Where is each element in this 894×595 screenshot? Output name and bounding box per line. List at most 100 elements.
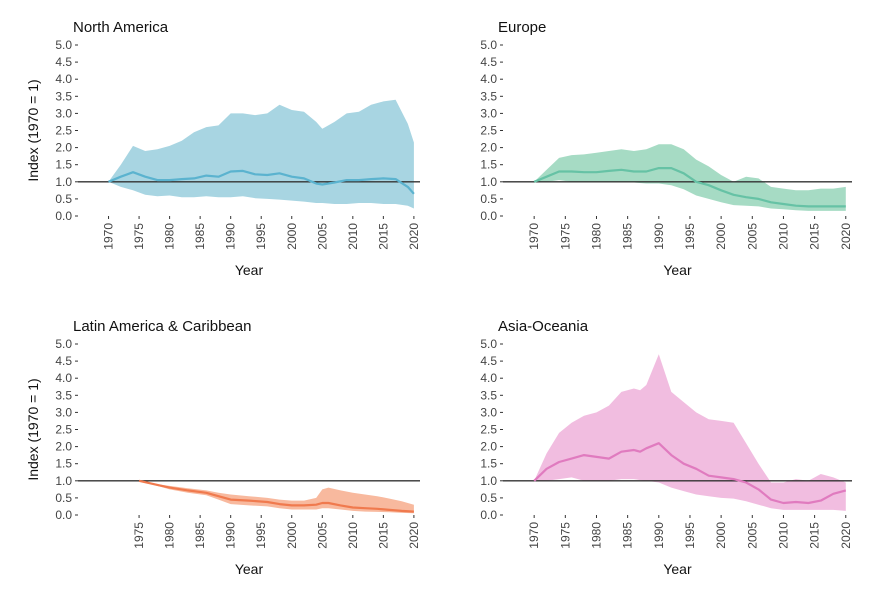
y-tick-label: 4.5 bbox=[55, 55, 72, 69]
y-tick-label: 2.5 bbox=[55, 423, 72, 437]
y-tick-label: 1.0 bbox=[55, 175, 72, 189]
confidence-band bbox=[534, 354, 846, 511]
y-tick-label: 3.0 bbox=[480, 106, 497, 120]
x-tick-label: 1995 bbox=[254, 223, 268, 250]
x-tick-label: 1975 bbox=[558, 522, 572, 549]
y-tick-label: 0.5 bbox=[480, 192, 497, 206]
x-tick-label: 1990 bbox=[224, 522, 238, 549]
x-tick-label: 1970 bbox=[527, 223, 541, 250]
y-tick-label: 0.0 bbox=[55, 209, 72, 223]
y-tick-label: 2.5 bbox=[480, 124, 497, 138]
x-tick-label: 2010 bbox=[776, 522, 790, 549]
y-tick-label: 2.0 bbox=[55, 440, 72, 454]
y-tick-label: 3.0 bbox=[55, 405, 72, 419]
panel-title: North America bbox=[73, 19, 169, 36]
y-tick-label: 1.0 bbox=[55, 474, 72, 488]
x-tick-label: 1980 bbox=[163, 223, 177, 250]
x-tick-label: 1975 bbox=[558, 223, 572, 250]
y-tick-label: 0.0 bbox=[480, 508, 497, 522]
x-tick-label: 2000 bbox=[285, 522, 299, 549]
x-tick-label: 2015 bbox=[376, 223, 390, 250]
index-line bbox=[108, 169, 415, 195]
x-tick-label: 1970 bbox=[102, 223, 116, 250]
y-tick-label: 3.0 bbox=[480, 405, 497, 419]
y-tick-label: 1.5 bbox=[55, 457, 72, 471]
x-tick-label: 1975 bbox=[132, 522, 146, 549]
x-tick-label: 2020 bbox=[407, 522, 421, 549]
panel-title: Asia-Oceania bbox=[498, 318, 589, 335]
y-tick-label: 1.0 bbox=[480, 474, 497, 488]
y-tick-label: 2.0 bbox=[480, 141, 497, 155]
x-axis-label: Year bbox=[235, 561, 264, 577]
x-axis-label: Year bbox=[663, 561, 692, 577]
y-tick-label: 4.5 bbox=[480, 55, 497, 69]
panel-2: Europe 0.0 0.5 1.0 1.5 2.0 2.5 3.0 3.5 4.0 4.5 5.0 1… bbox=[480, 19, 852, 278]
x-tick-label: 2010 bbox=[346, 223, 360, 250]
x-tick-label: 1985 bbox=[193, 223, 207, 250]
y-tick-label: 0.5 bbox=[55, 192, 72, 206]
y-tick-label: 3.0 bbox=[55, 106, 72, 120]
x-tick-label: 2005 bbox=[315, 223, 329, 250]
x-tick-label: 1980 bbox=[589, 223, 603, 250]
y-tick-label: 5.0 bbox=[55, 337, 72, 351]
confidence-band bbox=[108, 99, 414, 209]
y-tick-label: 3.5 bbox=[480, 388, 497, 402]
x-tick-label: 2000 bbox=[714, 522, 728, 549]
x-axis-label: Year bbox=[235, 262, 264, 278]
panel-title: Latin America & Caribbean bbox=[73, 318, 251, 335]
y-tick-label: 4.0 bbox=[480, 72, 497, 86]
x-tick-label: 2005 bbox=[745, 223, 759, 250]
x-tick-label: 1990 bbox=[652, 522, 666, 549]
x-tick-label: 1980 bbox=[163, 522, 177, 549]
y-tick-label: 4.0 bbox=[55, 72, 72, 86]
y-tick-label: 5.0 bbox=[480, 38, 497, 52]
index-line bbox=[533, 442, 847, 505]
x-axis-label: Year bbox=[663, 262, 692, 278]
panel-3: Latin America & Caribbean 0.0 0.5 1.0 1.5 2.0… bbox=[25, 318, 421, 577]
panel-1: North America 0.0 0.5 1.0 1.5 2.0 2.5 3.0 3.5 4.0… bbox=[25, 19, 421, 278]
x-tick-label: 2015 bbox=[808, 522, 822, 549]
y-axis-label: Index (1970 = 1) bbox=[25, 378, 41, 480]
y-tick-label: 1.5 bbox=[480, 158, 497, 172]
x-tick-label: 1980 bbox=[589, 522, 603, 549]
panel-title: Europe bbox=[498, 19, 546, 36]
x-tick-label: 2005 bbox=[315, 522, 329, 549]
y-tick-label: 1.5 bbox=[480, 457, 497, 471]
y-tick-label: 2.0 bbox=[480, 440, 497, 454]
x-tick-label: 1985 bbox=[621, 522, 635, 549]
x-tick-label: 2020 bbox=[839, 223, 853, 250]
x-tick-label: 1985 bbox=[621, 223, 635, 250]
y-tick-label: 3.5 bbox=[480, 89, 497, 103]
x-tick-label: 1990 bbox=[652, 223, 666, 250]
y-tick-label: 0.0 bbox=[480, 209, 497, 223]
y-tick-label: 3.5 bbox=[55, 89, 72, 103]
y-tick-label: 4.0 bbox=[480, 371, 497, 385]
x-tick-label: 2015 bbox=[376, 522, 390, 549]
x-tick-label: 2020 bbox=[407, 223, 421, 250]
x-tick-label: 2005 bbox=[745, 522, 759, 549]
index-line bbox=[138, 479, 414, 513]
y-tick-label: 2.5 bbox=[480, 423, 497, 437]
y-tick-label: 4.5 bbox=[55, 354, 72, 368]
y-tick-label: 3.5 bbox=[55, 388, 72, 402]
x-tick-label: 2015 bbox=[808, 223, 822, 250]
x-tick-label: 1995 bbox=[683, 522, 697, 549]
y-tick-label: 0.5 bbox=[55, 491, 72, 505]
y-tick-label: 1.5 bbox=[55, 158, 72, 172]
y-tick-label: 5.0 bbox=[480, 337, 497, 351]
y-tick-label: 5.0 bbox=[55, 38, 72, 52]
y-tick-label: 1.0 bbox=[480, 175, 497, 189]
y-axis-label: Index (1970 = 1) bbox=[25, 79, 41, 181]
y-tick-label: 4.0 bbox=[55, 371, 72, 385]
y-tick-label: 2.0 bbox=[55, 141, 72, 155]
x-tick-label: 2020 bbox=[839, 522, 853, 549]
x-tick-label: 1995 bbox=[683, 223, 697, 250]
index-line bbox=[533, 167, 846, 208]
x-tick-label: 1995 bbox=[254, 522, 268, 549]
x-tick-label: 2010 bbox=[346, 522, 360, 549]
y-tick-label: 4.5 bbox=[480, 354, 497, 368]
x-tick-label: 1970 bbox=[527, 522, 541, 549]
x-tick-label: 1975 bbox=[132, 223, 146, 250]
